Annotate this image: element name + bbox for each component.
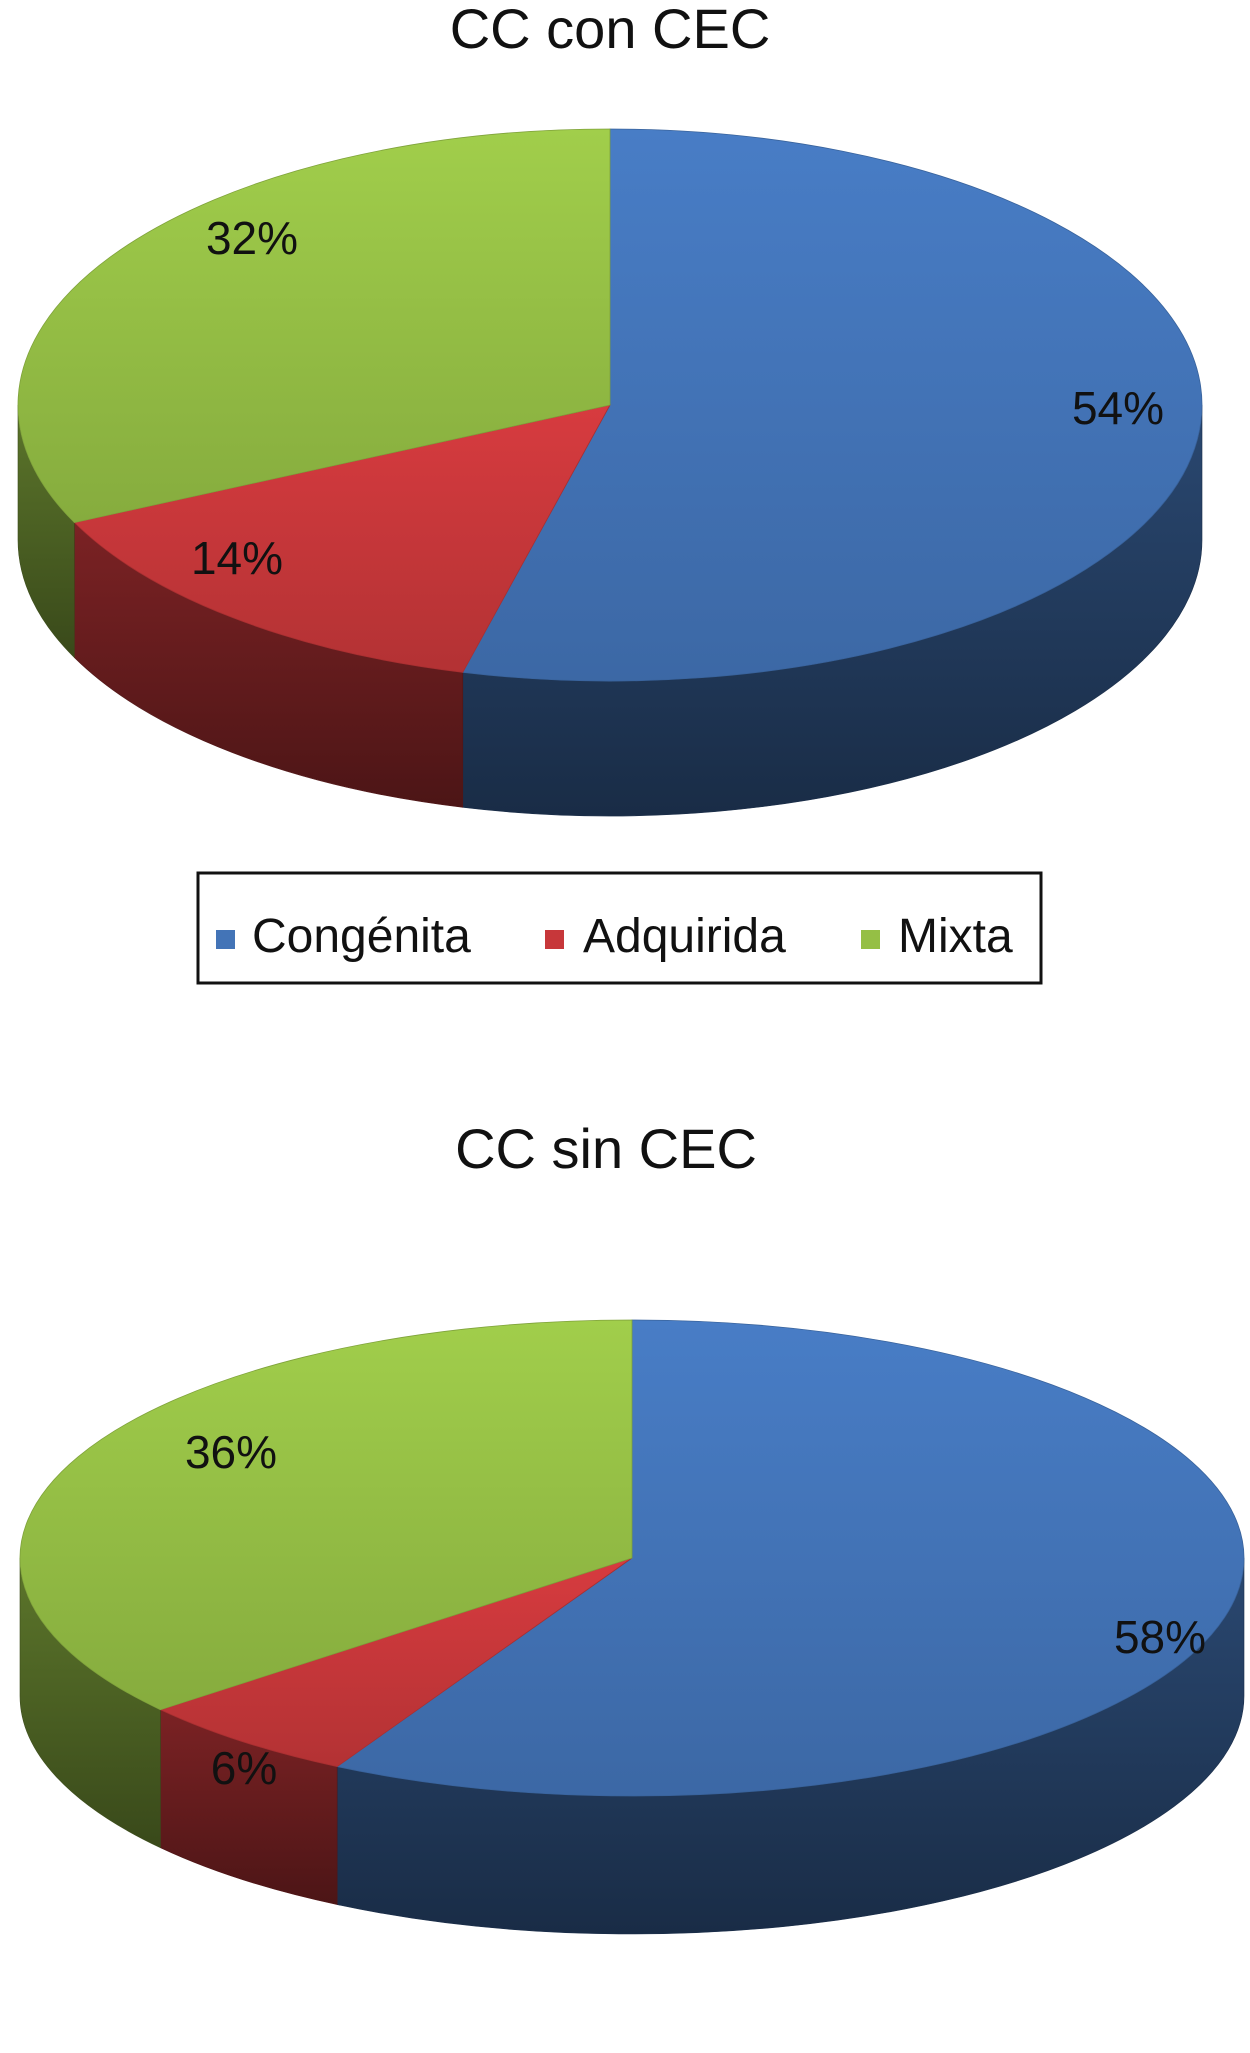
slice-adquirida	[159, 1557, 633, 1767]
data-label-adquirida: 14%	[191, 532, 283, 584]
data-label-congenita: 54%	[1072, 382, 1164, 434]
legend-label-mixta: Mixta	[898, 910, 1013, 963]
data-label-adquirida: 6%	[211, 1742, 277, 1794]
legend-swatch-mixta	[861, 930, 880, 949]
data-label-mixta: 32%	[206, 212, 298, 264]
data-label-congenita: 58%	[1114, 1611, 1206, 1663]
chart-title-sin-cec: CC sin CEC	[455, 1117, 757, 1180]
slice-mixta	[19, 1319, 633, 1711]
data-label-mixta: 36%	[185, 1426, 277, 1478]
legend-swatch-congenita	[216, 930, 235, 949]
slice-congenita	[462, 128, 1203, 682]
chart-title-con-cec: CC con CEC	[450, 0, 771, 60]
slice-adquirida	[73, 404, 611, 673]
pie-sin-cec: 58% 6% 36%	[19, 1319, 1245, 1935]
chart-sin-cec: CC sin CEC 58% 6% 36%	[19, 1117, 1245, 1935]
pie-con-cec: 54% 14% 32%	[17, 128, 1203, 817]
legend-label-congenita: Congénita	[252, 910, 471, 963]
legend-swatch-adquirida	[545, 930, 564, 949]
legend: Congénita Adquirida Mixta	[196, 871, 1043, 985]
legend-box	[196, 871, 1043, 985]
slice-congenita	[336, 1319, 1245, 1797]
chart-con-cec: CC con CEC 54% 14% 32%	[17, 0, 1203, 817]
legend-label-adquirida: Adquirida	[583, 910, 786, 963]
slice-mixta	[17, 128, 611, 523]
